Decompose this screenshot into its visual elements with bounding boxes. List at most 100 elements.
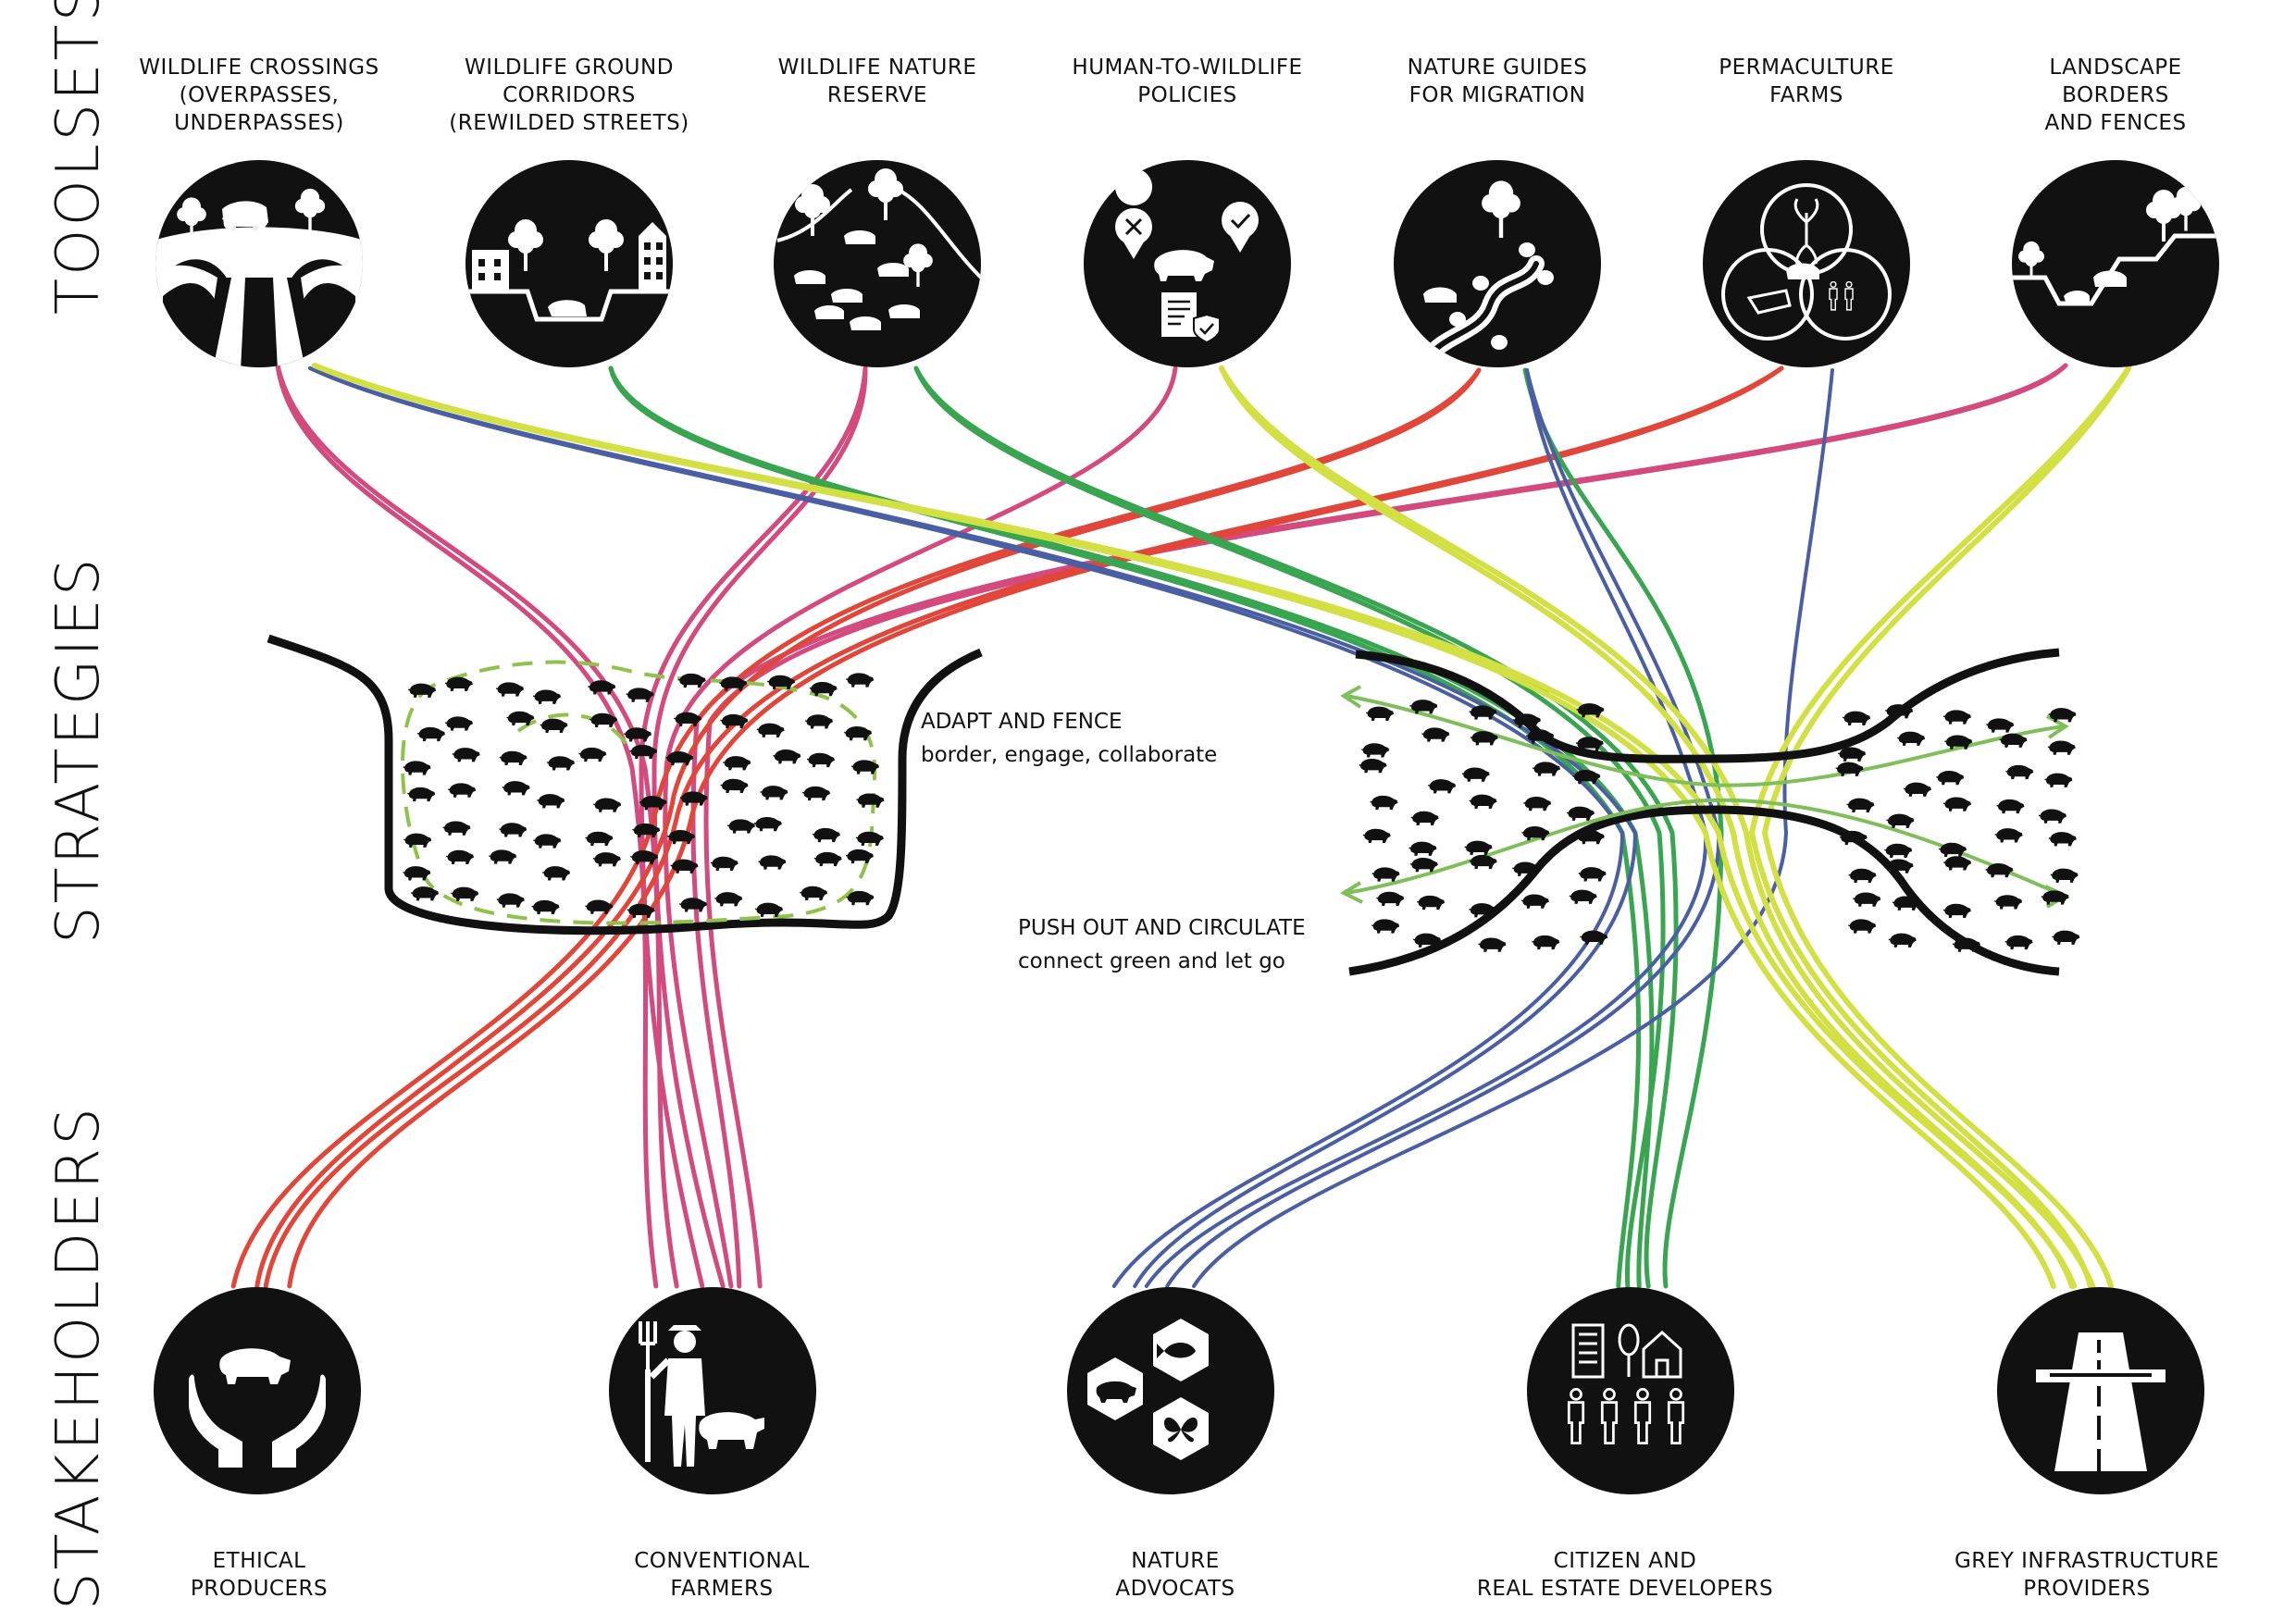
flow-line <box>1165 368 1721 1288</box>
boar-icon <box>452 747 481 763</box>
boar-icon <box>1995 799 2026 814</box>
boar-icon <box>714 891 743 908</box>
strategy-adapt-fence-graphic <box>267 634 983 935</box>
toolset-label-line: WILDLIFE NATURE <box>777 56 977 80</box>
policy-document-icon[interactable] <box>1084 160 1291 367</box>
highway-icon[interactable] <box>1997 1287 2204 1494</box>
hands-boar-icon[interactable] <box>154 1287 361 1494</box>
boar-icon <box>2038 808 2067 824</box>
boar-icon <box>447 782 477 799</box>
boar-icon <box>1408 840 1438 857</box>
nature-reserve-icon[interactable] <box>774 160 981 367</box>
boar-icon <box>592 797 622 813</box>
stakeholder-label-ethical: ETHICAL PRODUCERS <box>93 1547 426 1603</box>
stakeholder-label-nature: NATURE ADVOCATS <box>1009 1547 1342 1603</box>
stakeholder-label-line: FARMERS <box>670 1577 774 1601</box>
toolset-label-line: HUMAN-TO-WILDLIFE <box>1072 56 1303 80</box>
boar-icon <box>1369 795 1399 811</box>
permaculture-icon[interactable] <box>1703 160 1910 367</box>
boar-icon <box>1409 857 1439 873</box>
boar-icon <box>584 831 614 847</box>
row-label-strategies: STRATEGIES <box>44 555 113 944</box>
toolset-label-line: (OVERPASSES, <box>179 83 340 107</box>
boar-icon <box>726 818 756 835</box>
boar-icon <box>1847 918 1877 935</box>
boar-icon <box>1942 903 1972 919</box>
boar-icon <box>532 688 562 705</box>
strategy-adapt-text: ADAPT AND FENCE border, engage, collabor… <box>921 705 1217 772</box>
street-corridor-icon[interactable] <box>465 160 673 367</box>
toolset-label-crossings: WILDLIFE CROSSINGS (OVERPASSES, UNDERPAS… <box>93 54 426 137</box>
boar-icon <box>1993 894 2023 911</box>
boar-icon <box>1935 770 1965 787</box>
flow-line <box>275 363 679 1289</box>
boar-icon <box>406 787 436 802</box>
flow-line <box>1761 365 2131 1289</box>
boar-icon <box>1463 839 1494 856</box>
flow-line <box>1522 367 1724 1289</box>
strategy-title: PUSH OUT AND CIRCULATE <box>1018 916 1306 940</box>
city-people-icon[interactable] <box>1527 1287 1734 1494</box>
toolset-label-line: POLICIES <box>1137 83 1237 107</box>
boar-icon <box>855 792 886 809</box>
boar-icon <box>2051 929 2080 946</box>
boar-icon <box>1477 936 1508 953</box>
boar-icon <box>845 849 875 864</box>
boar-icon <box>1365 705 1395 722</box>
boar-icon <box>1371 866 1401 883</box>
boar-icon <box>1569 888 1598 905</box>
toolset-label-line: WILDLIFE GROUND <box>465 56 674 80</box>
strategy-subtitle: border, engage, collaborate <box>921 743 1218 767</box>
boar-icon <box>678 897 708 913</box>
boar-icon <box>498 822 527 838</box>
boar-icon <box>536 793 565 810</box>
stakeholder-label-line: CITIZEN AND <box>1553 1549 1697 1573</box>
boar-icon <box>1845 797 1876 813</box>
boar-icon <box>2048 831 2078 848</box>
flow-line <box>1144 368 1708 1288</box>
boar-icon <box>1883 843 1913 859</box>
toolset-label-line: CORRIDORS <box>503 83 636 107</box>
flow-line <box>263 365 1784 1289</box>
boar-icon <box>1903 781 1932 798</box>
boar-icon <box>495 681 525 698</box>
farmer-pig-icon[interactable] <box>609 1287 816 1494</box>
boar-icon <box>722 755 751 772</box>
boar-icon <box>530 899 561 915</box>
boar-icon <box>488 849 517 865</box>
boar-icon <box>812 827 841 843</box>
bridge-boar-icon[interactable] <box>148 160 370 370</box>
boar-icon <box>1579 929 1608 946</box>
boar-icon <box>801 786 831 801</box>
stakeholder-label-line: NATURE <box>1131 1549 1220 1573</box>
flow-line <box>287 365 1784 1289</box>
boar-icon <box>1837 746 1867 762</box>
migration-path-icon[interactable] <box>1394 160 1601 367</box>
toolset-label-line: FOR MIGRATION <box>1409 83 1586 107</box>
toolset-label-line: BORDERS <box>2062 83 2169 107</box>
boar-icon <box>677 673 707 688</box>
stakeholder-label-line: PROVIDERS <box>2023 1577 2151 1601</box>
stakeholder-label-line: ADVOCATS <box>1115 1577 1235 1601</box>
boar-icon <box>1531 935 1560 950</box>
landscape-border-icon[interactable] <box>2008 160 2221 367</box>
boar-icon <box>1371 918 1400 935</box>
hexagon-animals-icon[interactable] <box>1067 1287 1274 1494</box>
stakeholder-label-line: GREY INFRASTRUCTURE <box>1954 1549 2220 1573</box>
toolset-label-line: FARMS <box>1769 83 1843 107</box>
boar-icon <box>1410 811 1440 826</box>
boar-icon <box>410 886 440 902</box>
boar-icon <box>2047 739 2077 756</box>
row-label-toolsets: TOOLSETS <box>44 0 113 315</box>
flow-line <box>254 367 1482 1289</box>
boar-icon <box>759 785 789 801</box>
boar-icon <box>450 886 479 902</box>
flow-line <box>312 363 2078 1289</box>
boar-icon <box>1842 710 1871 726</box>
stakeholder-label-line: REAL ESTATE DEVELOPERS <box>1476 1577 1774 1601</box>
boar-icon <box>1461 766 1491 783</box>
boar-icon <box>441 820 472 836</box>
flow-line <box>230 367 1482 1289</box>
boar-icon <box>592 851 622 868</box>
boar-icon <box>1520 893 1550 910</box>
